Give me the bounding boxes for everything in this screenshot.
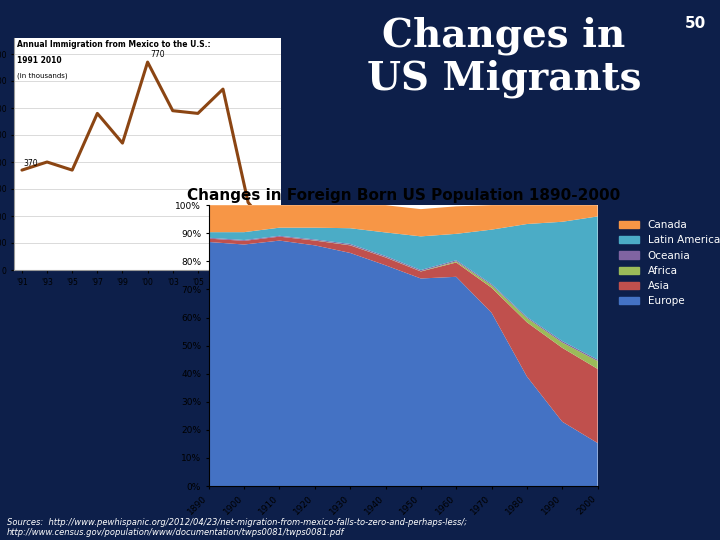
Title: Changes in Foreign Born US Population 1890-2000: Changes in Foreign Born US Population 18…	[186, 187, 620, 202]
Text: (in thousands): (in thousands)	[17, 72, 68, 79]
Text: 140: 140	[248, 221, 264, 230]
Text: 770: 770	[150, 50, 165, 59]
Text: Annual Immigration from Mexico to the U.S.:: Annual Immigration from Mexico to the U.…	[17, 40, 211, 49]
Text: 370: 370	[23, 159, 38, 168]
Text: Changes in
US Migrants: Changes in US Migrants	[366, 16, 642, 98]
Text: 1991 2010: 1991 2010	[17, 56, 62, 65]
Text: Sources:  http://www.pewhispanic.org/2012/04/23/net-migration-from-mexico-falls-: Sources: http://www.pewhispanic.org/2012…	[7, 518, 467, 537]
Text: 50: 50	[684, 16, 706, 31]
Legend: Canada, Latin America, Oceania, Africa, Asia, Europe: Canada, Latin America, Oceania, Africa, …	[614, 216, 720, 310]
